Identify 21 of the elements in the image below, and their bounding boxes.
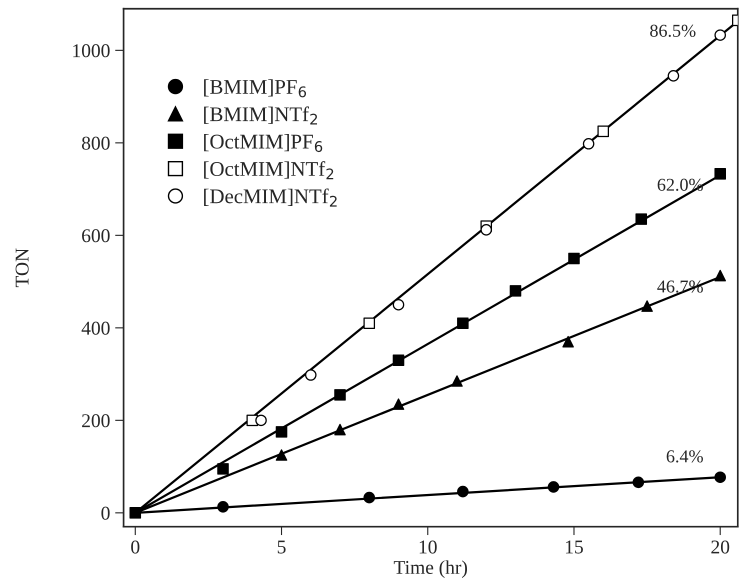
- legend-label: [OctMIM]PF$_{6}$: [204, 134, 322, 152]
- y-tick-label: 200: [82, 414, 110, 428]
- legend-label: [OctMIM]NTf$_{2}$: [204, 161, 334, 180]
- x-tick-label: 20: [711, 540, 730, 554]
- y-tick-label: 800: [82, 136, 110, 150]
- x-tick-label: 15: [566, 540, 583, 554]
- x-axis-title: Time (hr): [394, 560, 468, 578]
- legend-label: [BMIM]PF$_{6}$: [204, 79, 306, 98]
- annotation: 86.5%: [650, 24, 696, 37]
- y-axis-title: TON: [16, 248, 29, 288]
- annotation: 6.4%: [666, 450, 703, 463]
- y-tick-label: 0: [101, 506, 110, 520]
- legend-label: [DecMIM]NTf$_{2}$: [204, 188, 337, 207]
- annotation: 62.0%: [658, 178, 703, 191]
- y-tick-label: 1000: [73, 44, 110, 58]
- x-tick-label: 10: [420, 540, 437, 554]
- y-tick-label: 600: [82, 229, 110, 242]
- y-tick-label: 400: [82, 322, 110, 335]
- x-tick-label: 0: [131, 540, 140, 554]
- x-tick-label: 5: [278, 540, 286, 554]
- legend-label: [BMIM]NTf$_{2}$: [204, 106, 318, 125]
